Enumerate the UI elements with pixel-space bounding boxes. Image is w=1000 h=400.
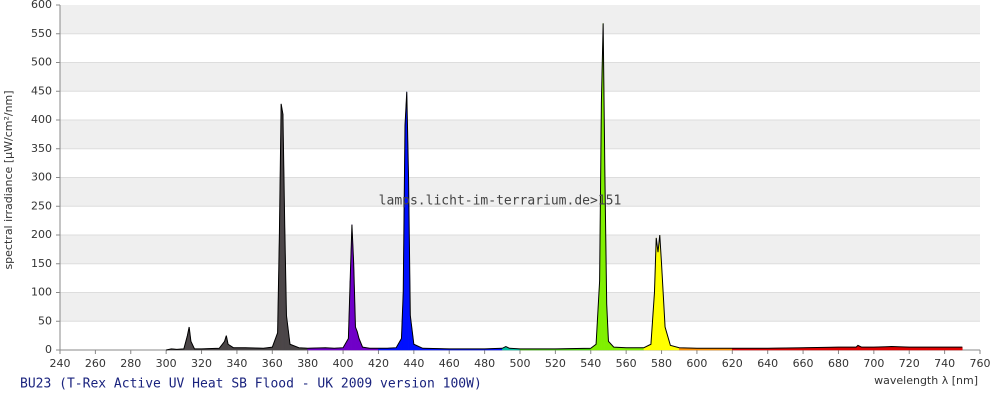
grid-band — [60, 206, 980, 235]
y-tick-label: 600 — [31, 0, 52, 11]
grid-band — [60, 5, 980, 34]
x-tick-label: 560 — [616, 357, 637, 370]
x-tick-label: 720 — [899, 357, 920, 370]
x-tick-label: 400 — [333, 357, 354, 370]
x-tick-label: 320 — [191, 357, 212, 370]
watermark: lamps.licht-im-terrarium.de>151 — [379, 194, 622, 209]
y-tick-label: 100 — [31, 286, 52, 299]
x-tick-label: 440 — [403, 357, 424, 370]
x-tick-label: 280 — [120, 357, 141, 370]
y-tick-label: 250 — [31, 199, 52, 212]
y-tick-label: 200 — [31, 228, 52, 241]
y-tick-label: 50 — [38, 314, 52, 327]
y-tick-label: 500 — [31, 56, 52, 69]
chart-title: BU23 (T-Rex Active UV Heat SB Flood - UK… — [20, 377, 482, 392]
y-tick-label: 400 — [31, 113, 52, 126]
grid-band — [60, 263, 980, 293]
x-tick-label: 640 — [757, 357, 778, 370]
y-tick-label: 550 — [31, 27, 52, 40]
x-tick-label: 380 — [297, 357, 318, 370]
x-tick-label: 460 — [439, 357, 460, 370]
x-tick-label: 240 — [50, 357, 71, 370]
grid-band — [60, 177, 980, 207]
x-tick-label: 660 — [793, 357, 814, 370]
spectrum-line — [166, 23, 963, 351]
area-segment — [655, 237, 659, 351]
y-axis-label: spectral irradiance [µW/cm²/nm] — [2, 90, 15, 269]
x-tick-label: 340 — [226, 357, 247, 370]
x-tick-label: 700 — [863, 357, 884, 370]
area-segment — [280, 103, 284, 351]
x-tick-label: 760 — [970, 357, 991, 370]
grid-band — [60, 33, 980, 63]
x-tick-label: 500 — [510, 357, 531, 370]
x-tick-label: 740 — [934, 357, 955, 370]
x-tick-label: 580 — [651, 357, 672, 370]
x-tick-label: 520 — [545, 357, 566, 370]
x-tick-label: 480 — [474, 357, 495, 370]
x-tick-label: 260 — [85, 357, 106, 370]
x-tick-label: 680 — [828, 357, 849, 370]
plot-background — [56, 4, 981, 354]
x-tick-label: 360 — [262, 357, 283, 370]
x-tick-label: 620 — [722, 357, 743, 370]
grid-band — [60, 321, 980, 350]
y-tick-label: 300 — [31, 171, 52, 184]
y-tick-label: 350 — [31, 142, 52, 155]
grid-band — [60, 62, 980, 92]
plot-marks — [166, 23, 963, 351]
grid-band — [60, 148, 980, 178]
grid-band — [60, 91, 980, 120]
grid-band — [60, 120, 980, 149]
grid-band — [60, 235, 980, 264]
x-tick-label: 600 — [686, 357, 707, 370]
y-tick-label: 0 — [45, 343, 52, 356]
x-tick-label: 540 — [580, 357, 601, 370]
x-tick-label: 420 — [368, 357, 389, 370]
grid-band — [60, 292, 980, 322]
y-tick-label: 150 — [31, 257, 52, 270]
x-axis-label: wavelength λ [nm] — [874, 374, 978, 387]
y-tick-label: 450 — [31, 84, 52, 97]
x-tick-label: 300 — [156, 357, 177, 370]
